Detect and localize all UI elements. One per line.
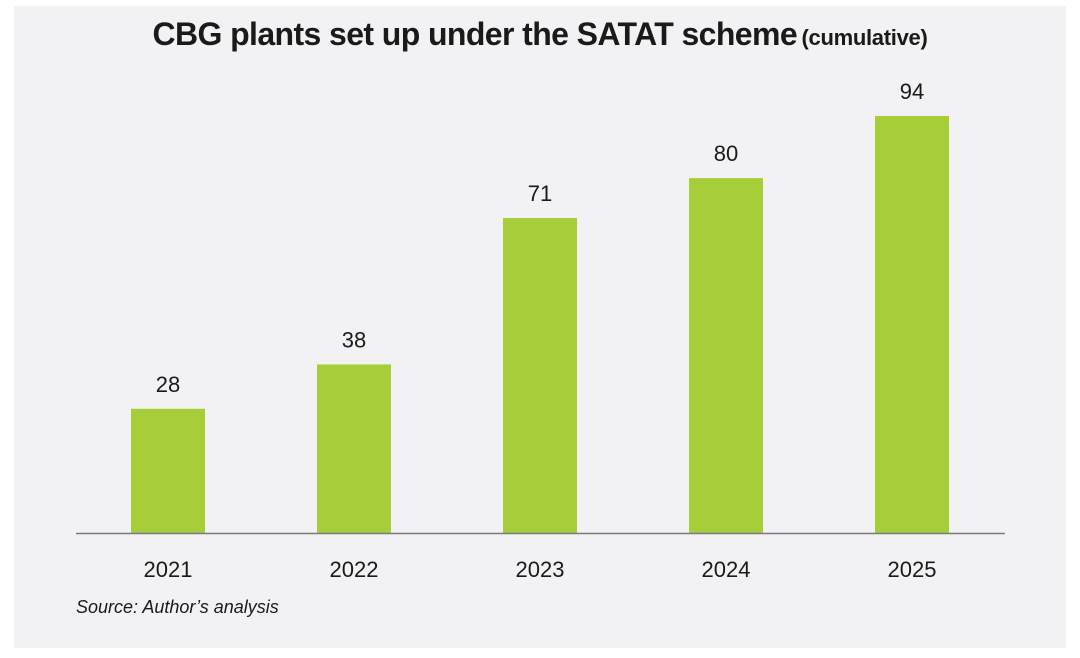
x-tick-label-2024: 2024 <box>702 557 751 582</box>
source-note: Source: Author’s analysis <box>76 597 279 617</box>
x-tick-labels-group: 2021 2022 2023 2024 2025 <box>144 557 937 582</box>
data-label-2025: 94 <box>900 79 924 104</box>
x-tick-label-2021: 2021 <box>144 557 193 582</box>
bar-2024 <box>689 178 763 533</box>
bar-2023 <box>503 218 577 533</box>
chart-title: CBG plants set up under the SATAT scheme… <box>0 16 1080 53</box>
bar-2022 <box>317 364 391 533</box>
data-label-2022: 38 <box>342 327 366 352</box>
data-labels-group: 28 38 71 80 94 <box>156 79 924 397</box>
data-label-2023: 71 <box>528 181 552 206</box>
x-tick-label-2022: 2022 <box>330 557 379 582</box>
chart-title-main: CBG plants set up under the SATAT scheme <box>152 16 798 52</box>
x-tick-label-2023: 2023 <box>516 557 565 582</box>
data-label-2024: 80 <box>714 141 738 166</box>
chart-title-sub: (cumulative) <box>801 25 928 50</box>
bars-group <box>131 116 949 533</box>
data-label-2021: 28 <box>156 372 180 397</box>
bar-2025 <box>875 116 949 533</box>
x-tick-label-2025: 2025 <box>888 557 937 582</box>
bar-2021 <box>131 408 205 533</box>
